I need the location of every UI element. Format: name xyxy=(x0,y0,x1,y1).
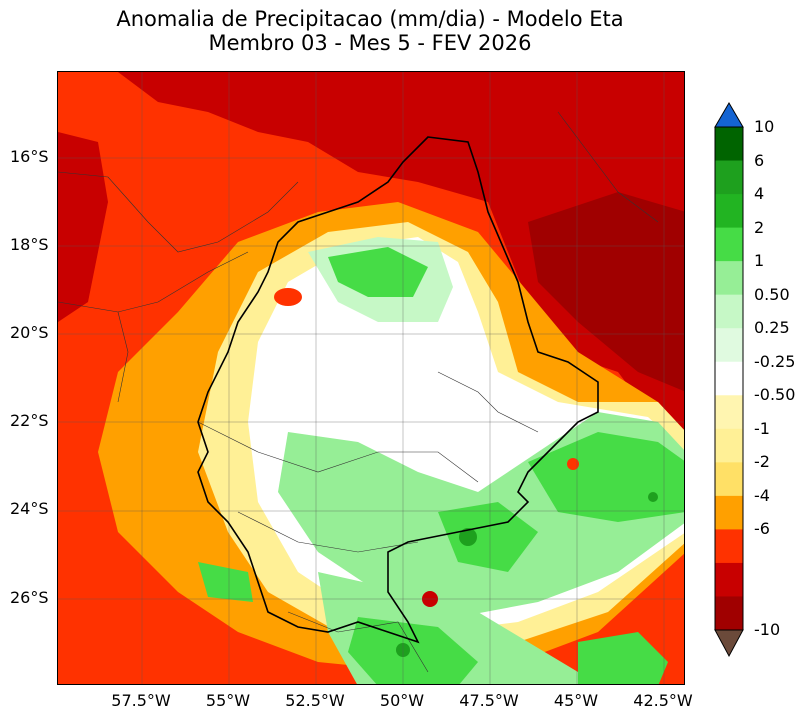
chart-title-line1: Anomalia de Precipitacao (mm/dia) - Mode… xyxy=(116,7,624,31)
strong-wet-spot-3 xyxy=(396,643,410,657)
y-tick-26s: 26°S xyxy=(10,588,49,607)
colorbar-label: 0.25 xyxy=(754,318,790,338)
colorbar-over-triangle xyxy=(714,102,744,128)
x-tick-45w: 45°W xyxy=(553,691,599,710)
map-gridlines xyxy=(58,72,684,684)
wet-core-center xyxy=(438,502,538,572)
x-tick-42-5w: 42.5°W xyxy=(633,691,693,710)
x-tick-52-5w: 52.5°W xyxy=(285,691,345,710)
x-tick-55w: 55°W xyxy=(205,691,251,710)
dry-spot-3 xyxy=(274,288,302,306)
x-tick-50w: 50°W xyxy=(379,691,425,710)
strong-wet-spot-2 xyxy=(648,492,658,502)
colorbar-segment xyxy=(715,294,743,329)
strong-dry-spot-1 xyxy=(422,591,438,607)
wet-core-southeast xyxy=(578,632,668,684)
x-tick-47-5w: 47.5°W xyxy=(459,691,519,710)
colorbar-label: 6 xyxy=(754,150,765,170)
colorbar-label: 10 xyxy=(754,117,775,136)
wet-core-west xyxy=(198,562,253,602)
colorbar-segment xyxy=(715,395,743,430)
colorbar-label: 4 xyxy=(754,184,765,204)
colorbar-label: -10 xyxy=(754,620,781,639)
colorbar-segment xyxy=(715,160,743,195)
strong-dry-region-north xyxy=(118,72,684,441)
wet-core-north xyxy=(328,247,428,297)
colorbar-segment xyxy=(715,127,743,162)
colorbar-segment xyxy=(715,462,743,497)
x-tick-57-5w: 57.5°W xyxy=(111,691,171,710)
colorbar-label: 2 xyxy=(754,217,765,237)
colorbar xyxy=(714,102,744,658)
colorbar-label: -4 xyxy=(754,485,770,505)
colorbar-label: -1 xyxy=(754,418,770,438)
basin-outline xyxy=(197,136,599,644)
y-tick-16s: 16°S xyxy=(10,147,49,166)
precipitation-anomaly-map xyxy=(57,71,685,685)
colorbar-label: -0.25 xyxy=(754,351,796,371)
colorbar-segment xyxy=(715,495,743,530)
colorbar-segment xyxy=(715,194,743,229)
dry-spot-2 xyxy=(567,458,579,470)
y-tick-22s: 22°S xyxy=(10,411,49,430)
colorbar-under-triangle xyxy=(714,629,744,658)
colorbar-segment xyxy=(715,261,743,296)
y-tick-18s: 18°S xyxy=(10,235,49,254)
colorbar-segment xyxy=(715,428,743,463)
colorbar-frame xyxy=(714,126,744,631)
colorbar-segment xyxy=(715,596,743,631)
y-tick-20s: 20°S xyxy=(10,323,49,342)
colorbar-label: -6 xyxy=(754,519,770,539)
colorbar-segment xyxy=(715,529,743,564)
very-strong-dry-region-east xyxy=(528,192,684,392)
colorbar-segment xyxy=(715,227,743,262)
colorbar-segment xyxy=(715,361,743,396)
map-canvas xyxy=(58,72,684,684)
strong-wet-spot-1 xyxy=(459,528,477,546)
colorbar-label: 0.50 xyxy=(754,284,790,304)
colorbar-segment xyxy=(715,562,743,597)
state-boundaries xyxy=(58,111,659,673)
colorbar-label: -0.50 xyxy=(754,385,796,405)
colorbar-segment xyxy=(715,328,743,363)
colorbar-label: -2 xyxy=(754,452,770,472)
colorbar-label: 1 xyxy=(754,251,765,271)
y-tick-24s: 24°S xyxy=(10,499,49,518)
chart-title-line2: Membro 03 - Mes 5 - FEV 2026 xyxy=(208,31,532,55)
wet-core-east xyxy=(528,432,684,522)
strong-dry-region-west xyxy=(58,132,108,322)
wet-core-south xyxy=(348,617,478,684)
